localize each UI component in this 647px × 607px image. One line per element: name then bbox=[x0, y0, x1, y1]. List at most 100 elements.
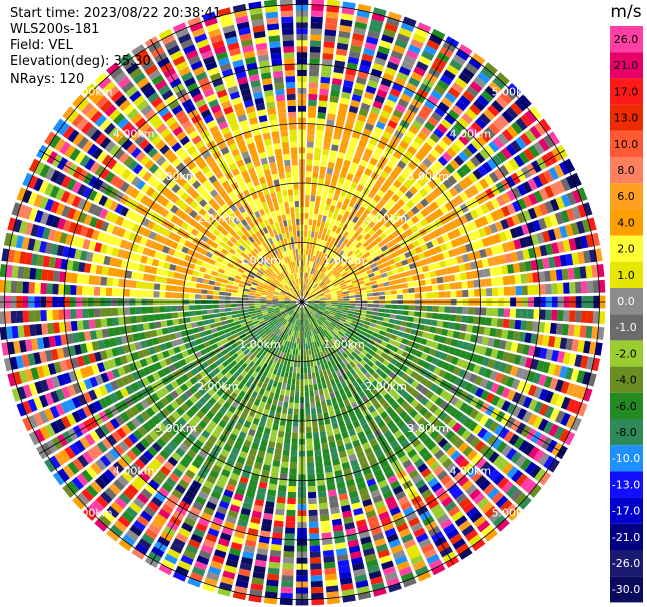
velocity-gate bbox=[258, 329, 265, 335]
velocity-gate bbox=[339, 269, 346, 275]
velocity-gate bbox=[533, 346, 542, 358]
velocity-gate bbox=[397, 217, 406, 226]
velocity-gate bbox=[362, 240, 370, 248]
velocity-gate bbox=[352, 420, 361, 429]
velocity-gate bbox=[366, 310, 373, 315]
velocity-gate bbox=[325, 318, 332, 324]
velocity-gate bbox=[224, 304, 231, 308]
velocity-gate bbox=[420, 126, 432, 137]
velocity-gate bbox=[307, 302, 314, 305]
velocity-gate bbox=[74, 439, 86, 453]
velocity-gate bbox=[414, 427, 425, 438]
velocity-gate bbox=[308, 318, 313, 324]
velocity-gate bbox=[167, 248, 176, 256]
velocity-gate bbox=[400, 400, 410, 410]
velocity-gate bbox=[354, 348, 361, 355]
velocity-gate bbox=[38, 351, 48, 364]
velocity-gate bbox=[168, 493, 180, 505]
velocity-gate bbox=[145, 338, 154, 347]
velocity-gate bbox=[366, 162, 376, 171]
velocity-gate bbox=[324, 293, 331, 297]
velocity-gate bbox=[241, 325, 249, 330]
velocity-gate bbox=[479, 278, 486, 288]
velocity-gate bbox=[66, 207, 77, 220]
velocity-gate bbox=[331, 77, 343, 86]
velocity-gate bbox=[153, 426, 164, 437]
velocity-gate bbox=[279, 345, 284, 352]
velocity-gate bbox=[339, 354, 346, 361]
velocity-gate bbox=[341, 393, 348, 401]
velocity-gate bbox=[309, 396, 315, 403]
velocity-gate bbox=[331, 259, 337, 266]
velocity-gate bbox=[410, 399, 420, 408]
velocity-gate bbox=[559, 225, 568, 239]
velocity-gate bbox=[266, 384, 272, 392]
velocity-gate bbox=[443, 313, 451, 321]
velocity-gate bbox=[329, 312, 336, 316]
velocity-gate bbox=[351, 246, 358, 253]
velocity-gate bbox=[134, 458, 146, 470]
velocity-gate bbox=[216, 340, 224, 347]
velocity-gate bbox=[446, 446, 457, 457]
velocity-gate bbox=[142, 366, 152, 376]
velocity-gate bbox=[118, 316, 125, 326]
velocity-gate bbox=[173, 361, 182, 370]
velocity-gate bbox=[403, 180, 412, 190]
velocity-gate bbox=[294, 337, 298, 344]
velocity-gate bbox=[82, 354, 91, 366]
velocity-gate bbox=[290, 298, 297, 301]
velocity-gate bbox=[389, 184, 399, 193]
velocity-gate bbox=[276, 343, 282, 351]
velocity-gate bbox=[352, 175, 361, 184]
velocity-gate bbox=[339, 318, 346, 323]
velocity-gate bbox=[376, 406, 385, 415]
velocity-gate bbox=[368, 483, 379, 493]
velocity-gate bbox=[329, 323, 335, 329]
velocity-gate bbox=[157, 226, 166, 235]
velocity-gate bbox=[487, 358, 496, 369]
velocity-gate bbox=[277, 430, 285, 438]
velocity-gate bbox=[319, 303, 326, 305]
velocity-gate bbox=[237, 287, 245, 291]
velocity-gate bbox=[316, 473, 325, 480]
velocity-gate bbox=[312, 282, 317, 288]
velocity-gate bbox=[313, 328, 318, 335]
velocity-gate bbox=[372, 62, 385, 72]
velocity-gate bbox=[327, 161, 335, 169]
velocity-gate bbox=[358, 178, 367, 187]
velocity-gate bbox=[139, 236, 148, 246]
velocity-gate bbox=[222, 274, 229, 280]
velocity-gate bbox=[372, 307, 380, 312]
velocity-gate bbox=[336, 182, 344, 190]
velocity-gate bbox=[238, 316, 245, 321]
velocity-gate bbox=[567, 267, 575, 280]
velocity-gate bbox=[1, 342, 10, 356]
velocity-gate bbox=[219, 406, 228, 415]
velocity-gate bbox=[165, 291, 172, 298]
velocity-gate bbox=[406, 209, 415, 219]
velocity-gate bbox=[352, 373, 360, 381]
velocity-gate bbox=[66, 480, 80, 495]
velocity-gate bbox=[449, 466, 461, 478]
velocity-gate bbox=[594, 248, 603, 262]
velocity-gate bbox=[281, 574, 294, 582]
velocity-gate bbox=[104, 382, 114, 394]
velocity-gate bbox=[157, 422, 168, 433]
velocity-gate bbox=[591, 264, 599, 278]
velocity-gate bbox=[253, 276, 261, 282]
velocity-gate bbox=[452, 228, 462, 238]
velocity-gate bbox=[392, 109, 404, 119]
velocity-gate bbox=[130, 315, 137, 324]
velocity-gate bbox=[433, 84, 446, 96]
velocity-gate bbox=[93, 387, 103, 399]
velocity-gate bbox=[411, 215, 420, 224]
velocity-gate bbox=[268, 441, 276, 449]
velocity-gate bbox=[288, 309, 294, 315]
velocity-gate bbox=[386, 420, 396, 430]
velocity-gate bbox=[24, 368, 34, 382]
velocity-gate bbox=[82, 507, 97, 522]
velocity-gate bbox=[447, 231, 456, 240]
velocity-gate bbox=[305, 254, 308, 261]
velocity-gate bbox=[555, 394, 566, 408]
velocity-gate bbox=[245, 490, 256, 499]
